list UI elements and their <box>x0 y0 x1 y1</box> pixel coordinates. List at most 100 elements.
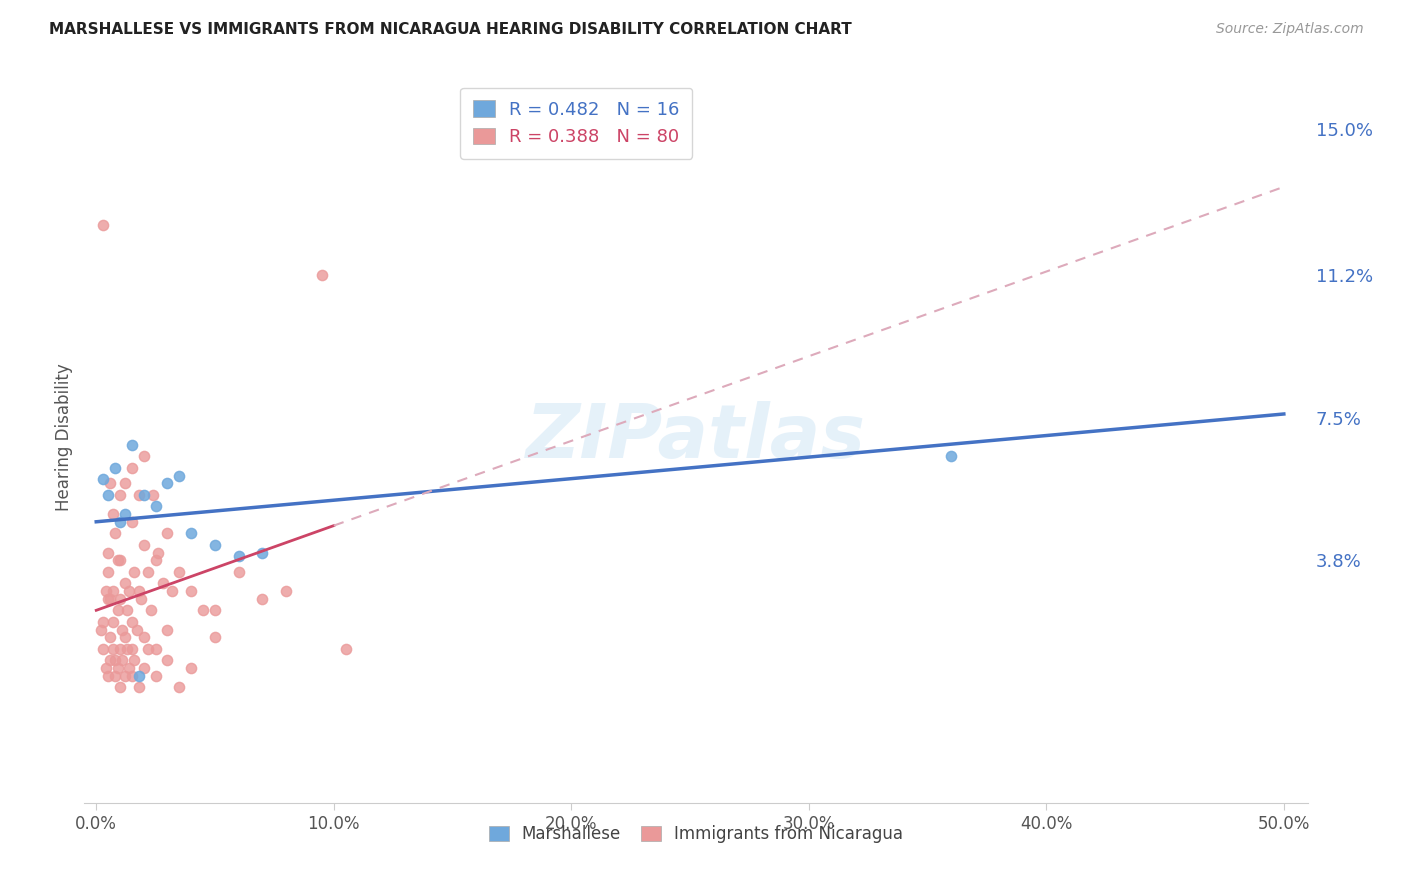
Point <box>94 661 117 675</box>
Point <box>101 615 124 629</box>
Point <box>101 584 124 599</box>
Point <box>94 584 117 599</box>
Point <box>114 630 136 644</box>
Point <box>100 653 122 667</box>
Point <box>108 641 131 656</box>
Point <box>97 545 120 559</box>
Point <box>156 526 179 541</box>
Point <box>108 515 131 529</box>
Point <box>104 669 127 683</box>
Point <box>145 641 167 656</box>
Point <box>128 584 150 599</box>
Legend: Marshallese, Immigrants from Nicaragua: Marshallese, Immigrants from Nicaragua <box>478 815 914 853</box>
Point <box>115 641 138 656</box>
Point <box>180 584 202 599</box>
Point <box>139 603 162 617</box>
Point <box>111 653 134 667</box>
Point <box>131 591 153 606</box>
Point <box>276 584 298 599</box>
Point <box>118 661 141 675</box>
Point <box>145 500 167 514</box>
Point <box>228 565 250 579</box>
Point <box>142 488 165 502</box>
Point <box>156 653 179 667</box>
Point <box>97 591 120 606</box>
Point <box>97 669 120 683</box>
Point <box>93 219 115 233</box>
Point <box>128 681 150 695</box>
Point <box>169 565 191 579</box>
Point <box>128 669 150 683</box>
Point <box>145 669 167 683</box>
Y-axis label: Hearing Disability: Hearing Disability <box>55 363 73 511</box>
Point <box>152 576 174 591</box>
Point <box>122 565 145 579</box>
Point <box>114 576 136 591</box>
Point <box>108 591 131 606</box>
Point <box>132 450 155 464</box>
Point <box>114 476 136 491</box>
Point <box>97 565 120 579</box>
Point <box>138 565 160 579</box>
Point <box>104 526 127 541</box>
Point <box>125 623 148 637</box>
Point <box>111 623 134 637</box>
Point <box>108 553 131 567</box>
Point <box>169 468 191 483</box>
Point <box>93 472 115 486</box>
Point <box>93 641 115 656</box>
Point <box>100 591 122 606</box>
Point <box>191 603 214 617</box>
Point <box>108 681 131 695</box>
Point <box>180 661 202 675</box>
Point <box>118 584 141 599</box>
Point <box>128 488 150 502</box>
Point <box>90 623 112 637</box>
Point <box>121 438 143 452</box>
Point <box>121 641 143 656</box>
Point <box>132 538 155 552</box>
Point <box>93 615 115 629</box>
Point <box>104 653 127 667</box>
Point <box>114 507 136 521</box>
Point <box>162 584 184 599</box>
Point <box>115 603 138 617</box>
Point <box>156 476 179 491</box>
Point <box>121 461 143 475</box>
Point <box>100 476 122 491</box>
Point <box>104 461 127 475</box>
Point <box>100 630 122 644</box>
Point <box>114 669 136 683</box>
Point <box>97 488 120 502</box>
Point <box>107 661 129 675</box>
Point <box>335 641 357 656</box>
Point <box>169 681 191 695</box>
Text: MARSHALLESE VS IMMIGRANTS FROM NICARAGUA HEARING DISABILITY CORRELATION CHART: MARSHALLESE VS IMMIGRANTS FROM NICARAGUA… <box>49 22 852 37</box>
Point <box>132 488 155 502</box>
Point <box>101 507 124 521</box>
Point <box>180 526 202 541</box>
Text: Source: ZipAtlas.com: Source: ZipAtlas.com <box>1216 22 1364 37</box>
Point <box>122 653 145 667</box>
Point <box>204 538 226 552</box>
Point <box>228 549 250 564</box>
Text: ZIPatlas: ZIPatlas <box>526 401 866 474</box>
Point <box>156 623 179 637</box>
Point <box>121 615 143 629</box>
Point <box>146 545 169 559</box>
Point <box>108 488 131 502</box>
Point <box>121 669 143 683</box>
Point <box>107 603 129 617</box>
Point <box>132 630 155 644</box>
Point <box>132 661 155 675</box>
Point <box>311 268 333 283</box>
Point <box>138 641 160 656</box>
Point <box>204 630 226 644</box>
Point <box>941 450 963 464</box>
Point <box>204 603 226 617</box>
Point <box>145 553 167 567</box>
Point <box>252 591 274 606</box>
Point <box>101 641 124 656</box>
Point <box>252 545 274 559</box>
Point <box>107 553 129 567</box>
